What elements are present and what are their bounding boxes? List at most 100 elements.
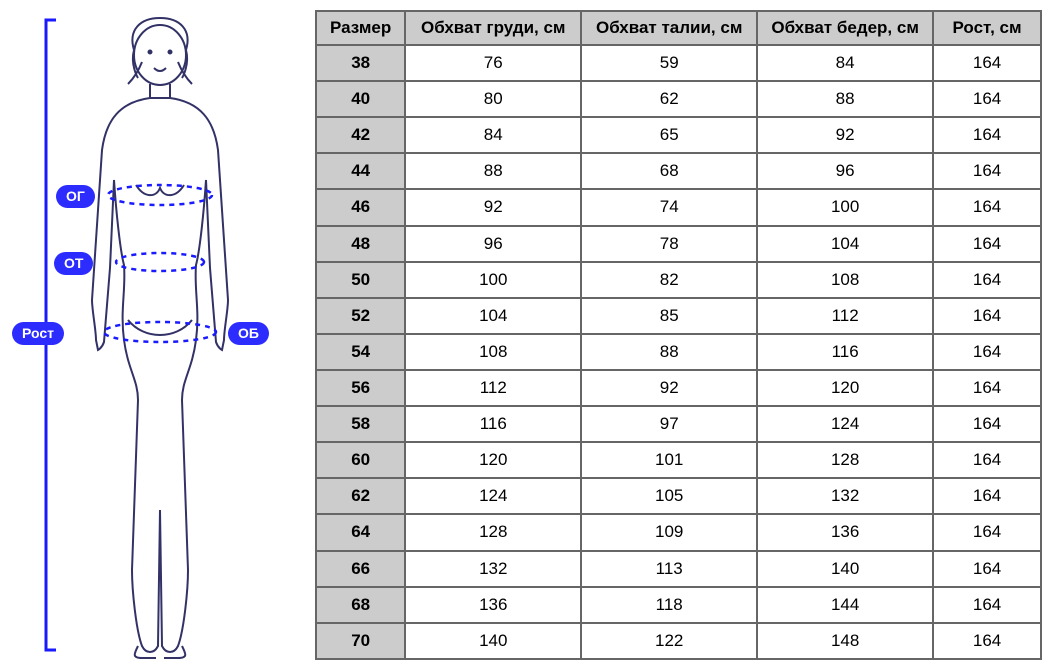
value-cell: 80 bbox=[405, 81, 581, 117]
value-cell: 112 bbox=[757, 298, 933, 334]
value-cell: 92 bbox=[581, 370, 757, 406]
value-cell: 108 bbox=[405, 334, 581, 370]
size-cell: 54 bbox=[316, 334, 405, 370]
value-cell: 84 bbox=[757, 45, 933, 81]
table-row: 5410888116164 bbox=[316, 334, 1041, 370]
value-cell: 132 bbox=[405, 551, 581, 587]
table-body: 3876598416440806288164428465921644488689… bbox=[316, 45, 1041, 659]
value-cell: 118 bbox=[581, 587, 757, 623]
table-row: 5010082108164 bbox=[316, 262, 1041, 298]
value-cell: 76 bbox=[405, 45, 581, 81]
value-cell: 164 bbox=[933, 551, 1041, 587]
table-col-header: Обхват талии, см bbox=[581, 11, 757, 45]
size-cell: 52 bbox=[316, 298, 405, 334]
size-cell: 62 bbox=[316, 478, 405, 514]
table-row: 70140122148164 bbox=[316, 623, 1041, 659]
table-row: 489678104164 bbox=[316, 226, 1041, 262]
value-cell: 164 bbox=[933, 81, 1041, 117]
value-cell: 164 bbox=[933, 262, 1041, 298]
table-row: 44886896164 bbox=[316, 153, 1041, 189]
value-cell: 164 bbox=[933, 370, 1041, 406]
value-cell: 92 bbox=[405, 189, 581, 225]
size-cell: 68 bbox=[316, 587, 405, 623]
value-cell: 105 bbox=[581, 478, 757, 514]
table-row: 66132113140164 bbox=[316, 551, 1041, 587]
value-cell: 101 bbox=[581, 442, 757, 478]
value-cell: 109 bbox=[581, 514, 757, 550]
value-cell: 65 bbox=[581, 117, 757, 153]
size-cell: 48 bbox=[316, 226, 405, 262]
value-cell: 116 bbox=[405, 406, 581, 442]
table-row: 40806288164 bbox=[316, 81, 1041, 117]
label-rost: Рост bbox=[12, 322, 64, 345]
value-cell: 144 bbox=[757, 587, 933, 623]
table-row: 62124105132164 bbox=[316, 478, 1041, 514]
value-cell: 120 bbox=[757, 370, 933, 406]
value-cell: 140 bbox=[757, 551, 933, 587]
table-col-header: Обхват бедер, см bbox=[757, 11, 933, 45]
value-cell: 164 bbox=[933, 334, 1041, 370]
table-col-header: Размер bbox=[316, 11, 405, 45]
value-cell: 84 bbox=[405, 117, 581, 153]
value-cell: 164 bbox=[933, 117, 1041, 153]
value-cell: 128 bbox=[405, 514, 581, 550]
value-cell: 124 bbox=[757, 406, 933, 442]
label-ot: ОТ bbox=[54, 252, 93, 275]
value-cell: 140 bbox=[405, 623, 581, 659]
value-cell: 164 bbox=[933, 478, 1041, 514]
value-cell: 128 bbox=[757, 442, 933, 478]
value-cell: 164 bbox=[933, 623, 1041, 659]
value-cell: 108 bbox=[757, 262, 933, 298]
value-cell: 124 bbox=[405, 478, 581, 514]
size-chart-container: ОГ ОТ ОБ Рост РазмерОбхват груди, смОбхв… bbox=[10, 10, 1042, 660]
value-cell: 62 bbox=[581, 81, 757, 117]
table-row: 68136118144164 bbox=[316, 587, 1041, 623]
value-cell: 92 bbox=[757, 117, 933, 153]
value-cell: 164 bbox=[933, 45, 1041, 81]
table-row: 60120101128164 bbox=[316, 442, 1041, 478]
value-cell: 100 bbox=[757, 189, 933, 225]
value-cell: 112 bbox=[405, 370, 581, 406]
size-cell: 40 bbox=[316, 81, 405, 117]
label-ob: ОБ bbox=[228, 322, 269, 345]
value-cell: 164 bbox=[933, 226, 1041, 262]
size-cell: 56 bbox=[316, 370, 405, 406]
table-row: 42846592164 bbox=[316, 117, 1041, 153]
size-cell: 44 bbox=[316, 153, 405, 189]
size-cell: 42 bbox=[316, 117, 405, 153]
size-cell: 38 bbox=[316, 45, 405, 81]
table-row: 5811697124164 bbox=[316, 406, 1041, 442]
value-cell: 120 bbox=[405, 442, 581, 478]
value-cell: 78 bbox=[581, 226, 757, 262]
size-cell: 58 bbox=[316, 406, 405, 442]
value-cell: 132 bbox=[757, 478, 933, 514]
table-row: 5611292120164 bbox=[316, 370, 1041, 406]
value-cell: 148 bbox=[757, 623, 933, 659]
label-og: ОГ bbox=[56, 185, 95, 208]
measurement-lines bbox=[104, 185, 216, 342]
size-cell: 50 bbox=[316, 262, 405, 298]
value-cell: 104 bbox=[757, 226, 933, 262]
table-col-header: Обхват груди, см bbox=[405, 11, 581, 45]
size-cell: 46 bbox=[316, 189, 405, 225]
size-cell: 70 bbox=[316, 623, 405, 659]
body-diagram-panel: ОГ ОТ ОБ Рост bbox=[10, 10, 305, 660]
table-header: РазмерОбхват груди, смОбхват талии, смОб… bbox=[316, 11, 1041, 45]
value-cell: 68 bbox=[581, 153, 757, 189]
value-cell: 88 bbox=[581, 334, 757, 370]
size-table: РазмерОбхват груди, смОбхват талии, смОб… bbox=[315, 10, 1042, 660]
value-cell: 104 bbox=[405, 298, 581, 334]
value-cell: 136 bbox=[405, 587, 581, 623]
value-cell: 74 bbox=[581, 189, 757, 225]
value-cell: 88 bbox=[405, 153, 581, 189]
value-cell: 113 bbox=[581, 551, 757, 587]
value-cell: 122 bbox=[581, 623, 757, 659]
value-cell: 164 bbox=[933, 442, 1041, 478]
table-col-header: Рост, см bbox=[933, 11, 1041, 45]
value-cell: 96 bbox=[405, 226, 581, 262]
value-cell: 164 bbox=[933, 153, 1041, 189]
value-cell: 164 bbox=[933, 514, 1041, 550]
value-cell: 164 bbox=[933, 587, 1041, 623]
value-cell: 100 bbox=[405, 262, 581, 298]
value-cell: 88 bbox=[757, 81, 933, 117]
